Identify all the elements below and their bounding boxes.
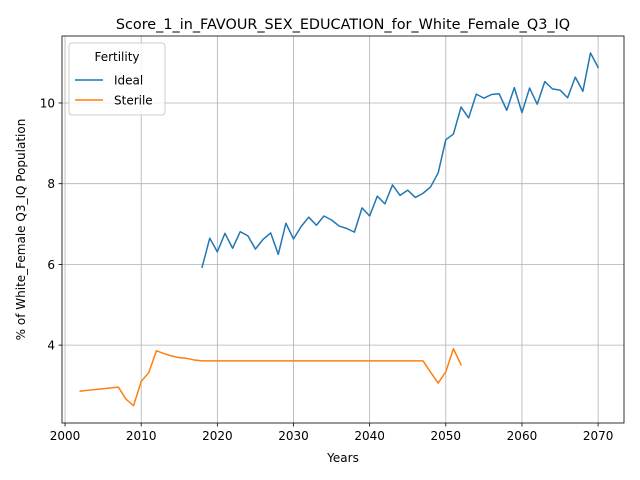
- x-tick-label: 2020: [202, 429, 233, 443]
- x-tick-label: 2070: [583, 429, 614, 443]
- x-tick-label: 2060: [507, 429, 538, 443]
- series-line-ideal: [201, 52, 600, 269]
- chart-title: Score_1_in_FAVOUR_SEX_EDUCATION_for_Whit…: [116, 17, 570, 33]
- legend: Fertility Ideal Sterile: [68, 42, 166, 116]
- y-tick-label: 6: [47, 258, 55, 272]
- x-tick-label: 2050: [431, 429, 462, 443]
- y-axis-ticks: 4 6 8 10: [40, 96, 62, 353]
- x-axis-label: Years: [326, 451, 359, 465]
- x-tick-label: 2000: [50, 429, 81, 443]
- legend-entries: Ideal Sterile: [75, 74, 153, 108]
- x-tick-label: 2010: [126, 429, 157, 443]
- series-lines: [79, 52, 600, 407]
- y-tick-label: 10: [40, 96, 55, 110]
- legend-label-sterile: Sterile: [114, 94, 153, 108]
- legend-label-ideal: Ideal: [114, 74, 143, 88]
- y-tick-label: 8: [47, 177, 55, 191]
- x-axis-ticks: 2000 2010 2020 2030 2040 2050 2060 2070: [50, 423, 614, 443]
- x-tick-label: 2030: [278, 429, 309, 443]
- grid-lines: [62, 36, 624, 423]
- y-axis-label: % of White_Female Q3_IQ Population: [14, 119, 28, 341]
- y-tick-label: 4: [47, 339, 55, 353]
- series-line-sterile: [79, 348, 463, 407]
- plot-frame: [61, 35, 625, 424]
- legend-title: Fertility: [94, 50, 139, 64]
- x-tick-label: 2040: [354, 429, 385, 443]
- legend-box: [68, 42, 166, 116]
